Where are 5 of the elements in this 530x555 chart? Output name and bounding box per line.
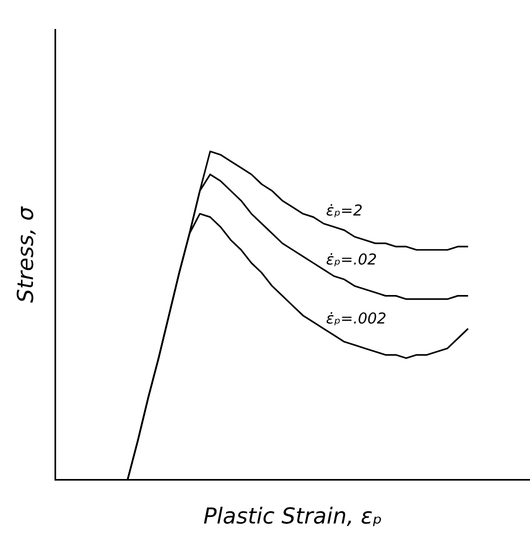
series-label: ε̇ₚ=.02 <box>326 250 377 269</box>
y-axis-title: Stress, σ <box>14 206 39 303</box>
series-label: ε̇ₚ=2 <box>326 201 363 220</box>
x-axis-title: Plastic Strain, εₚ <box>203 504 382 530</box>
series-label: ε̇ₚ=.002 <box>326 310 386 328</box>
